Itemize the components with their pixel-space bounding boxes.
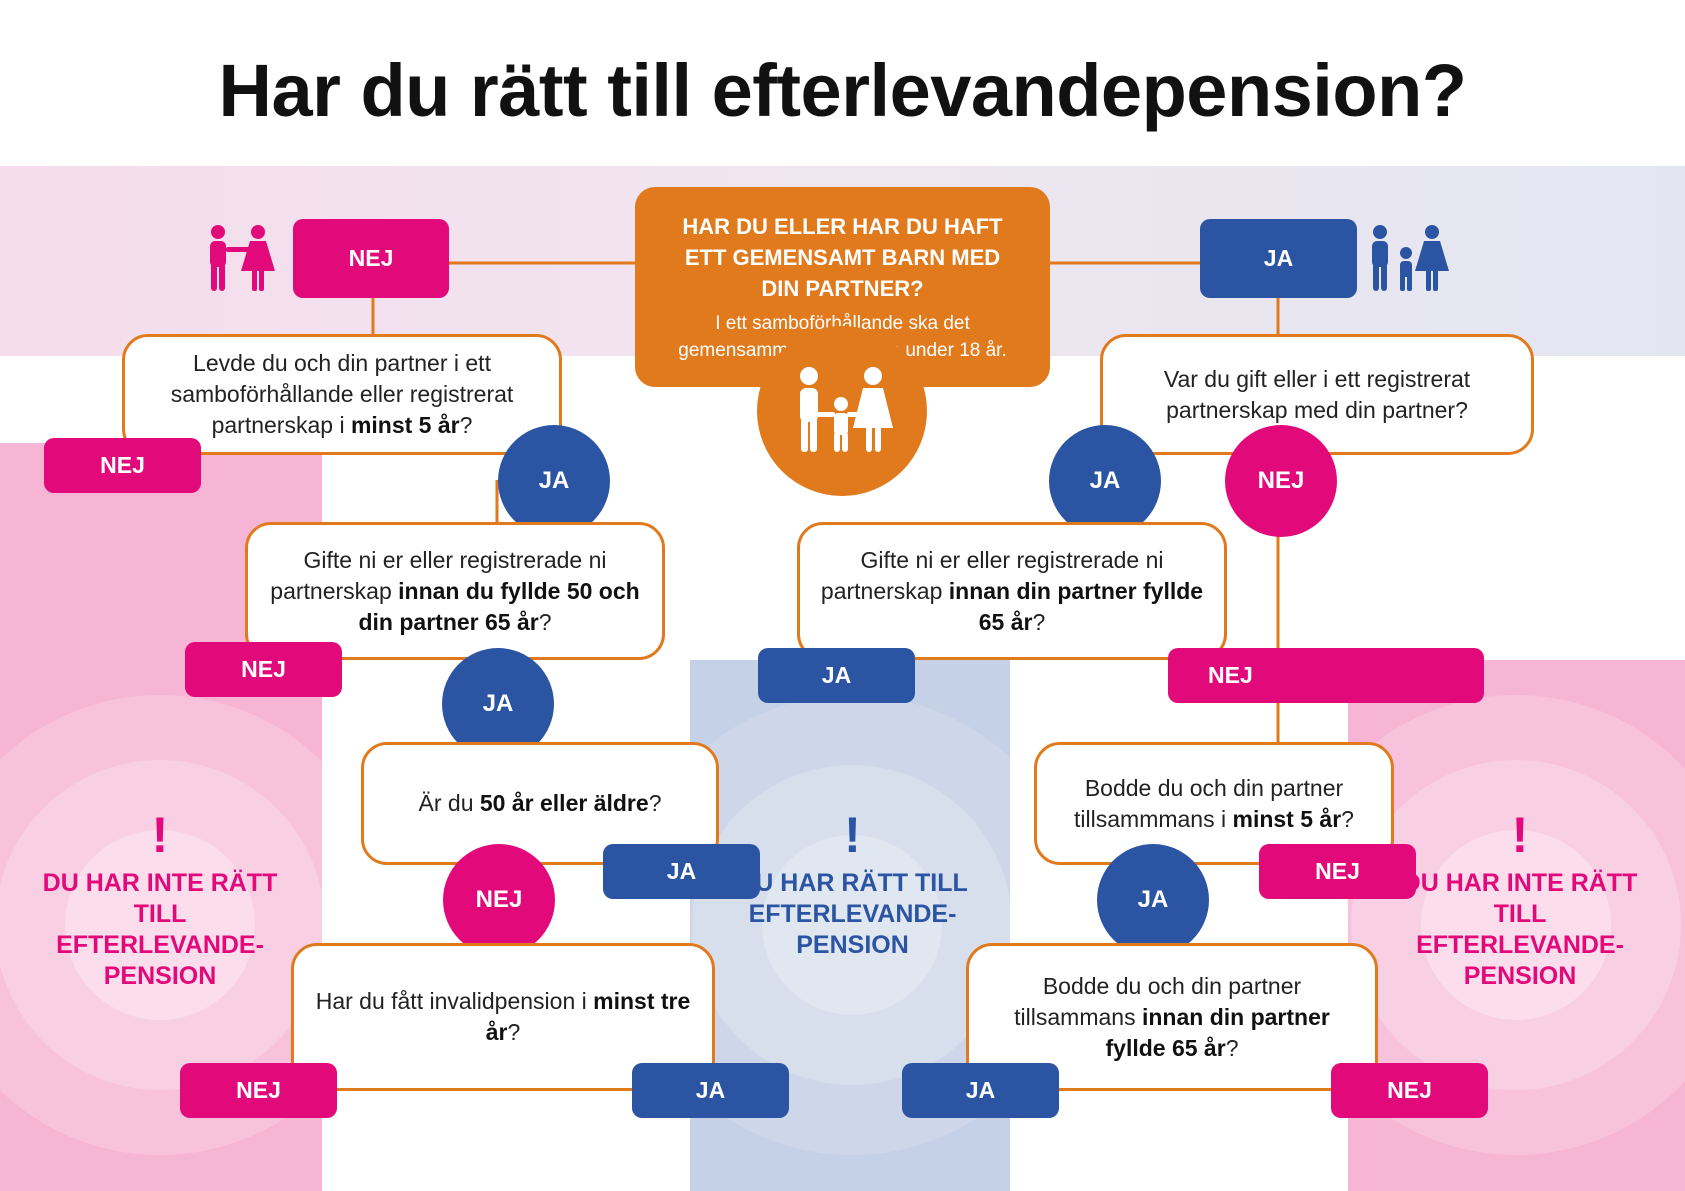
result-left: ! DU HAR INTE RÄTT TILL EFTERLEVANDE-PEN… (40, 807, 280, 992)
question-left-2: Gifte ni er eller registrerade ni partne… (245, 522, 665, 660)
result-middle: ! DU HAR RÄTT TILL EFTERLEVANDE-PENSION (730, 807, 975, 961)
exclamation-icon: ! (844, 807, 861, 863)
start-question: HAR DU ELLER HAR DU HAFT ETT GEMENSAMT B… (682, 214, 1003, 301)
left-1-no-tag: NEJ (44, 438, 201, 493)
question-right-2: Gifte ni er eller registrerade ni partne… (797, 522, 1227, 660)
page-title: Har du rätt till efterlevandepension? (218, 49, 1467, 132)
start-no-tag: NEJ (293, 219, 449, 298)
right-1-yes-circle: JA (1049, 425, 1161, 537)
right-4-no-tag: NEJ (1331, 1063, 1488, 1118)
left-2-no-tag: NEJ (185, 642, 342, 697)
question-left-1: Levde du och din partner i ett samboförh… (122, 334, 562, 455)
right-3-no-tag: NEJ (1259, 844, 1416, 899)
right-3-yes-circle: JA (1097, 844, 1209, 956)
right-1-no-circle: NEJ (1225, 425, 1337, 537)
couple-icon (210, 225, 275, 291)
left-3-yes-tag: JA (603, 844, 760, 899)
family-small-icon (1372, 225, 1449, 291)
left-4-yes-tag: JA (632, 1063, 789, 1118)
connector-lines (371, 261, 1280, 745)
exclamation-icon: ! (151, 807, 169, 863)
start-yes-tag: JA (1200, 219, 1357, 298)
left-2-yes-circle: JA (442, 648, 554, 760)
question-right-1: Var du gift eller i ett registrerat part… (1100, 334, 1534, 455)
left-1-yes-circle: JA (498, 425, 610, 537)
exclamation-icon: ! (1511, 807, 1529, 863)
right-2-no-tag: NEJ (1168, 648, 1484, 703)
family-icon-circle (757, 326, 927, 496)
result-right: ! DU HAR INTE RÄTT TILL EFTERLEVANDE-PEN… (1400, 807, 1640, 992)
right-2-yes-tag: JA (758, 648, 915, 703)
left-3-no-circle: NEJ (443, 844, 555, 956)
right-4-yes-tag: JA (902, 1063, 1059, 1118)
family-icon (800, 367, 893, 452)
left-4-no-tag: NEJ (180, 1063, 337, 1118)
